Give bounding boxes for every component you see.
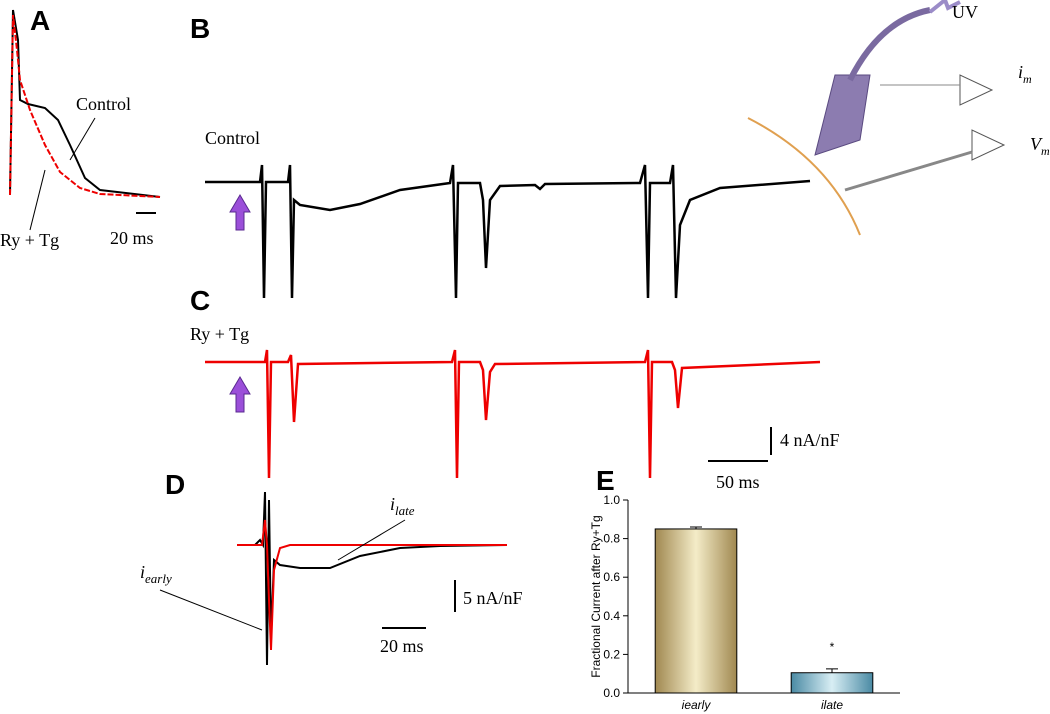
label: Ry + Tg xyxy=(0,230,59,250)
label-sub: late xyxy=(395,503,415,518)
label-sub: early xyxy=(145,571,172,586)
trace-ry-tg xyxy=(205,349,821,479)
y-tick-label: 0.0 xyxy=(603,686,620,700)
arrow xyxy=(159,589,263,631)
label-base: i xyxy=(390,494,395,514)
arrow xyxy=(69,117,96,161)
trace-control xyxy=(9,9,161,198)
trace-control xyxy=(237,491,508,666)
cell-membrane xyxy=(747,117,861,236)
label-base: V xyxy=(1030,134,1043,154)
panel-label: B xyxy=(190,13,210,44)
annotation: * xyxy=(830,640,835,654)
panel-label: D xyxy=(165,469,185,500)
error-bar xyxy=(690,526,702,529)
uv-bolt xyxy=(928,0,961,14)
label: 4 nA/nF xyxy=(780,430,840,450)
y-axis-label: Fractional Current after Ry+Tg xyxy=(589,515,603,677)
fiber xyxy=(847,7,931,82)
y-tick-label: 0.6 xyxy=(603,570,620,584)
label: Control xyxy=(205,128,260,148)
y-tick-label: 1.0 xyxy=(603,493,620,507)
label: 20 ms xyxy=(110,228,154,248)
label: 5 nA/nF xyxy=(463,588,523,608)
label: ilate xyxy=(390,494,415,518)
amplifier xyxy=(959,74,994,106)
y-tick-label: 0.4 xyxy=(603,609,620,623)
label: UV xyxy=(952,2,978,22)
uv-arrow xyxy=(229,376,251,413)
label-sub: m xyxy=(1041,144,1050,158)
trace-control xyxy=(205,164,811,299)
label: Vm xyxy=(1030,134,1050,158)
bar xyxy=(654,528,738,694)
label: Control xyxy=(76,94,131,114)
pipette xyxy=(814,74,871,156)
arrow xyxy=(29,169,46,231)
label-base: i xyxy=(1018,62,1023,82)
uv-arrow xyxy=(229,194,251,231)
bar xyxy=(790,672,874,694)
label: iearly xyxy=(140,562,172,586)
amplifier xyxy=(971,129,1006,161)
label: 50 ms xyxy=(716,472,760,492)
label: Ry + Tg xyxy=(190,324,249,344)
trace-ry-tg xyxy=(9,14,161,198)
arrow xyxy=(337,519,406,561)
y-tick-label: 0.2 xyxy=(603,647,620,661)
trace-ry-tg xyxy=(237,519,507,651)
panel-label: C xyxy=(190,285,210,316)
label-base: i xyxy=(140,562,145,582)
label: 20 ms xyxy=(380,636,424,656)
error-bar xyxy=(826,668,838,673)
y-tick-label: 0.8 xyxy=(603,532,620,546)
panel-label: E xyxy=(596,465,615,496)
electrode xyxy=(844,150,973,192)
label: im xyxy=(1018,62,1032,86)
label-sub: m xyxy=(1023,72,1032,86)
panel-label: A xyxy=(30,5,50,36)
x-tick-label: ilate xyxy=(821,698,843,712)
x-tick-label: iearly xyxy=(682,698,712,712)
